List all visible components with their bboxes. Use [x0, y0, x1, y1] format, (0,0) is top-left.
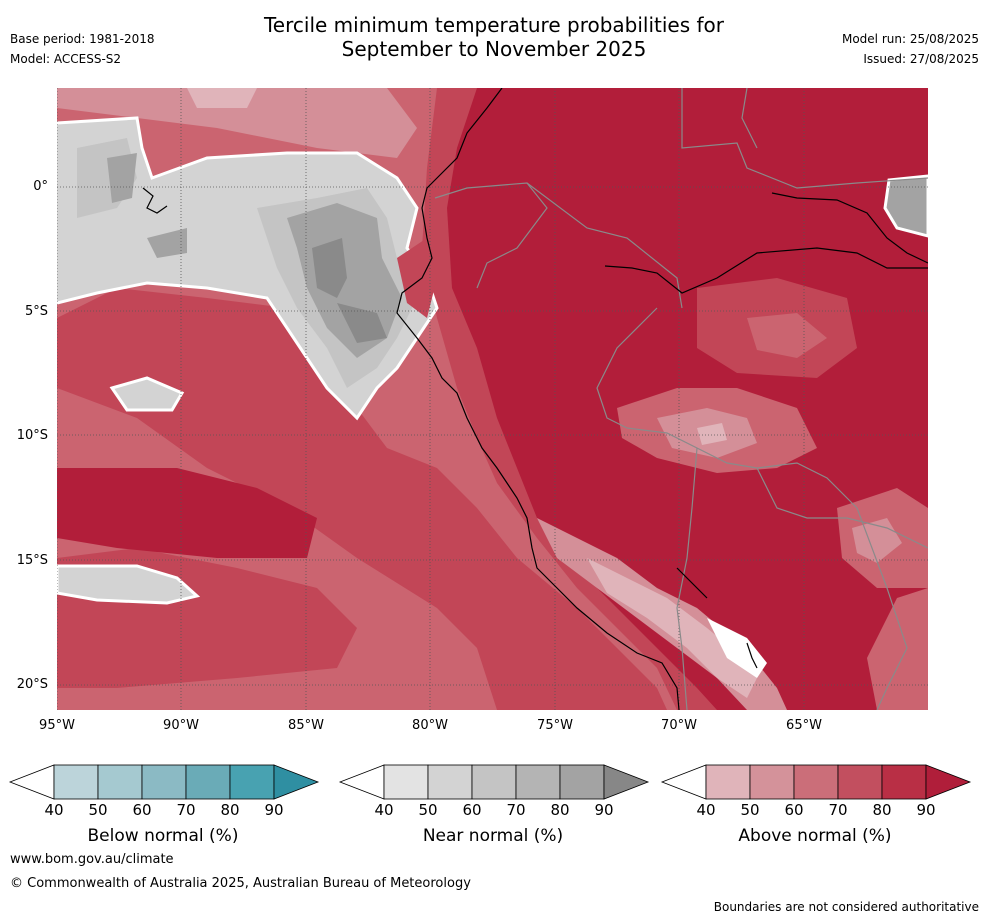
- coastal-above-80: [397, 238, 437, 318]
- colorbar-below-tick: 90: [264, 801, 284, 819]
- nw-above-60: [57, 88, 417, 158]
- colorbar-above-segment: [881, 764, 927, 800]
- colorbar-below-segment: [97, 764, 143, 800]
- lat-label-5s: 5°S: [24, 304, 48, 319]
- colorbar-above: [660, 764, 972, 800]
- colorbar-above-high-tip: [925, 764, 972, 800]
- colorbar-below-segment: [185, 764, 231, 800]
- colorbar-near-tick: 50: [418, 801, 438, 819]
- coastlines: [142, 88, 928, 710]
- title-line-1: Tercile minimum temperature probabilitie…: [263, 13, 725, 37]
- near-normal-pocket-2: [57, 564, 201, 605]
- colorbar-near-segment: [427, 764, 473, 800]
- colorbar-below-tick: 40: [44, 801, 64, 819]
- graticule: [57, 88, 928, 710]
- colorbar-above-title: Above normal (%): [738, 826, 892, 846]
- map-title: Tercile minimum temperature probabilitie…: [0, 13, 988, 61]
- colorbar-above-tick: 60: [784, 801, 804, 819]
- colorbar-near: [338, 764, 650, 800]
- footer-copyright: © Commonwealth of Australia 2025, Austra…: [10, 876, 471, 891]
- base-period: Base period: 1981-2018: [10, 32, 155, 46]
- near-normal-pocket-3: [883, 174, 928, 238]
- footer-disclaimer: Boundaries are not considered authoritat…: [713, 900, 979, 914]
- colorbar-near-tick: 60: [462, 801, 482, 819]
- ocean-mid-strong: [57, 468, 317, 558]
- colorbar-above-segment: [705, 764, 751, 800]
- colorbar-above-segment: [793, 764, 839, 800]
- inland-above-50: [697, 423, 727, 445]
- title-line-2: September to November 2025: [341, 37, 647, 61]
- header-left: Base period: 1981-2018 Model: ACCESS-S2: [10, 32, 155, 72]
- colorbar-near-segment: [383, 764, 429, 800]
- colorbar-near-segment: [471, 764, 517, 800]
- lon-label-80w: 80°W: [412, 718, 448, 733]
- model-name: Model: ACCESS-S2: [10, 52, 122, 66]
- colorbar-below-tick: 50: [88, 801, 108, 819]
- inland-above-70b: [747, 313, 827, 358]
- lon-label-75w: 75°W: [537, 718, 573, 733]
- colorbar-below-title: Below normal (%): [87, 826, 239, 846]
- lon-label-65w: 65°W: [786, 718, 822, 733]
- lat-label-15s: 15°S: [16, 553, 48, 568]
- footer-url[interactable]: www.bom.gov.au/climate: [10, 852, 174, 867]
- colorbar-below-low-tip: [8, 764, 55, 800]
- colorbar-near-tick: 40: [374, 801, 394, 819]
- model-run: Model run: 25/08/2025: [841, 32, 979, 46]
- colorbar-below-segment: [53, 764, 99, 800]
- colorbar-below-segment: [229, 764, 275, 800]
- lat-label-0: 0°: [33, 179, 48, 194]
- colorbar-above-low-tip: [660, 764, 707, 800]
- colorbar-below-high-tip: [273, 764, 320, 800]
- colorbar-near-segment: [559, 764, 605, 800]
- lat-label-20s: 20°S: [16, 677, 48, 692]
- andes-above-50: [587, 558, 757, 698]
- inland-above-70d: [867, 588, 928, 710]
- colorbar-near-tick: 90: [594, 801, 614, 819]
- near-normal-pocket-1: [109, 376, 185, 412]
- colorbar-near-title: Near normal (%): [422, 826, 564, 846]
- issued-date: Issued: 27/08/2025: [863, 52, 979, 66]
- colorbar-above-tick: 90: [916, 801, 936, 819]
- header-right: Model run: 25/08/2025 Issued: 27/08/2025: [842, 32, 979, 72]
- near-normal-90-west: [107, 153, 137, 203]
- colorbar-above-segment: [837, 764, 883, 800]
- colorbar-near-tick: 70: [506, 801, 526, 819]
- colorbar-near-low-tip: [338, 764, 385, 800]
- ocean-band-80b: [57, 288, 667, 710]
- colorbar-near-segment: [515, 764, 561, 800]
- lon-label-70w: 70°W: [661, 718, 697, 733]
- lon-label-95w: 95°W: [39, 718, 75, 733]
- colorbar-near-tick: 80: [550, 801, 570, 819]
- near-normal-90-small: [147, 228, 187, 258]
- colorbar-above-tick: 80: [872, 801, 892, 819]
- country-boundaries: [434, 88, 928, 710]
- colorbar-near-high-tip: [603, 764, 650, 800]
- near-normal-boundary: [57, 116, 439, 421]
- colorbar-below-tick: 80: [220, 801, 240, 819]
- colorbar-below-tick: 60: [132, 801, 152, 819]
- map-canvas: [57, 88, 928, 710]
- lon-label-85w: 85°W: [288, 718, 324, 733]
- colorbar-below-tick: 70: [176, 801, 196, 819]
- lat-label-10s: 10°S: [16, 428, 48, 443]
- colorbar-above-tick: 50: [740, 801, 760, 819]
- nw-above-50: [187, 88, 257, 108]
- andes-white-patch: [707, 618, 767, 678]
- colorbars: [8, 764, 972, 800]
- colorbar-above-tick: 70: [828, 801, 848, 819]
- colorbar-above-tick: 40: [696, 801, 716, 819]
- colorbar-below: [8, 764, 320, 800]
- colorbar-above-segment: [749, 764, 795, 800]
- probability-map: [57, 88, 928, 710]
- near-normal-max-2: [337, 303, 387, 343]
- lon-label-90w: 90°W: [163, 718, 199, 733]
- colorbar-below-segment: [141, 764, 187, 800]
- near-normal-max: [312, 238, 347, 298]
